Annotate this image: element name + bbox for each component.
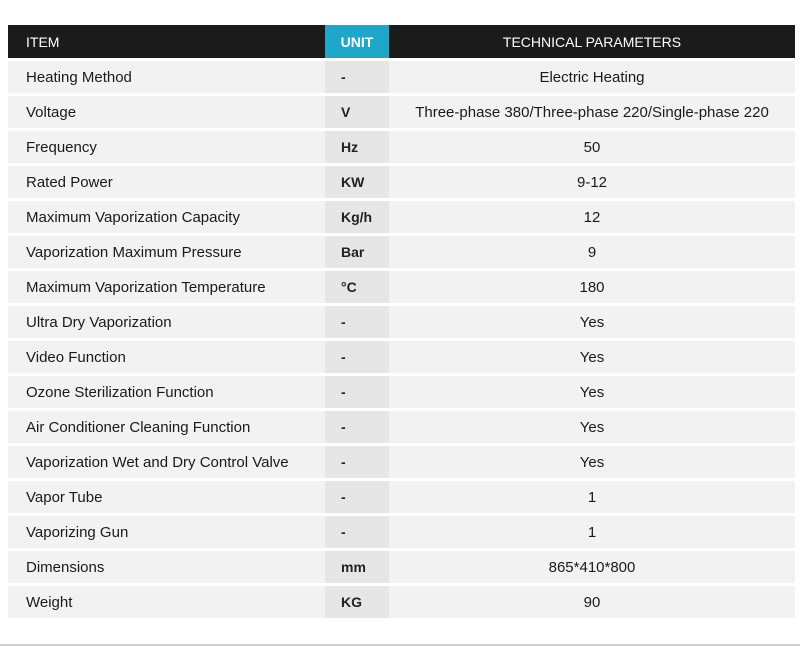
row-unit: -	[325, 58, 389, 93]
table-row: Heating Method - Electric Heating	[8, 58, 795, 93]
row-value: Yes	[389, 338, 795, 373]
row-item: Weight	[8, 583, 325, 618]
row-unit: -	[325, 338, 389, 373]
row-item: Maximum Vaporization Temperature	[8, 268, 325, 303]
row-item: Dimensions	[8, 548, 325, 583]
table-row: Vapor Tube - 1	[8, 478, 795, 513]
table-row: Vaporizing Gun - 1	[8, 513, 795, 548]
row-unit: KW	[325, 163, 389, 198]
row-item: Frequency	[8, 128, 325, 163]
table-header: ITEM UNIT TECHNICAL PARAMETERS	[8, 25, 795, 58]
row-value: Yes	[389, 443, 795, 478]
row-unit: -	[325, 513, 389, 548]
row-value: 50	[389, 128, 795, 163]
table-row: Maximum Vaporization Temperature °C 180	[8, 268, 795, 303]
header-parameters: TECHNICAL PARAMETERS	[389, 25, 795, 58]
row-value: Electric Heating	[389, 58, 795, 93]
row-value: Yes	[389, 373, 795, 408]
row-unit: -	[325, 303, 389, 338]
row-item: Video Function	[8, 338, 325, 373]
row-unit: -	[325, 373, 389, 408]
row-value: Yes	[389, 408, 795, 443]
row-item: Voltage	[8, 93, 325, 128]
row-item: Ultra Dry Vaporization	[8, 303, 325, 338]
row-unit: °C	[325, 268, 389, 303]
row-item: Heating Method	[8, 58, 325, 93]
row-unit: KG	[325, 583, 389, 618]
row-value: 90	[389, 583, 795, 618]
row-item: Ozone Sterilization Function	[8, 373, 325, 408]
table-row: Maximum Vaporization Capacity Kg/h 12	[8, 198, 795, 233]
row-item: Vapor Tube	[8, 478, 325, 513]
table-row: Video Function - Yes	[8, 338, 795, 373]
row-unit: Kg/h	[325, 198, 389, 233]
row-unit: -	[325, 478, 389, 513]
row-value: Yes	[389, 303, 795, 338]
table-row: Dimensions mm 865*410*800	[8, 548, 795, 583]
row-unit: -	[325, 408, 389, 443]
row-item: Air Conditioner Cleaning Function	[8, 408, 325, 443]
row-unit: -	[325, 443, 389, 478]
row-item: Rated Power	[8, 163, 325, 198]
table-row: Voltage V Three-phase 380/Three-phase 22…	[8, 93, 795, 128]
table-row: Vaporization Wet and Dry Control Valve -…	[8, 443, 795, 478]
row-item: Vaporizing Gun	[8, 513, 325, 548]
row-item: Vaporization Maximum Pressure	[8, 233, 325, 268]
row-unit: Bar	[325, 233, 389, 268]
table-body: Heating Method - Electric Heating Voltag…	[8, 58, 795, 618]
row-value: 1	[389, 478, 795, 513]
row-unit: Hz	[325, 128, 389, 163]
table-row: Weight KG 90	[8, 583, 795, 618]
row-value: 12	[389, 198, 795, 233]
table-row: Frequency Hz 50	[8, 128, 795, 163]
table-row: Rated Power KW 9-12	[8, 163, 795, 198]
row-unit: mm	[325, 548, 389, 583]
row-value: 1	[389, 513, 795, 548]
header-row: ITEM UNIT TECHNICAL PARAMETERS	[8, 25, 795, 58]
table-row: Ultra Dry Vaporization - Yes	[8, 303, 795, 338]
row-item: Vaporization Wet and Dry Control Valve	[8, 443, 325, 478]
row-unit: V	[325, 93, 389, 128]
table-row: Ozone Sterilization Function - Yes	[8, 373, 795, 408]
row-value: 9	[389, 233, 795, 268]
row-value: 9-12	[389, 163, 795, 198]
row-value: 180	[389, 268, 795, 303]
header-item: ITEM	[8, 25, 325, 58]
header-unit: UNIT	[325, 25, 389, 58]
table-row: Vaporization Maximum Pressure Bar 9	[8, 233, 795, 268]
row-value: Three-phase 380/Three-phase 220/Single-p…	[389, 93, 795, 128]
row-item: Maximum Vaporization Capacity	[8, 198, 325, 233]
table-row: Air Conditioner Cleaning Function - Yes	[8, 408, 795, 443]
row-value: 865*410*800	[389, 548, 795, 583]
spec-table: ITEM UNIT TECHNICAL PARAMETERS Heating M…	[8, 25, 795, 618]
bottom-divider	[0, 644, 800, 646]
